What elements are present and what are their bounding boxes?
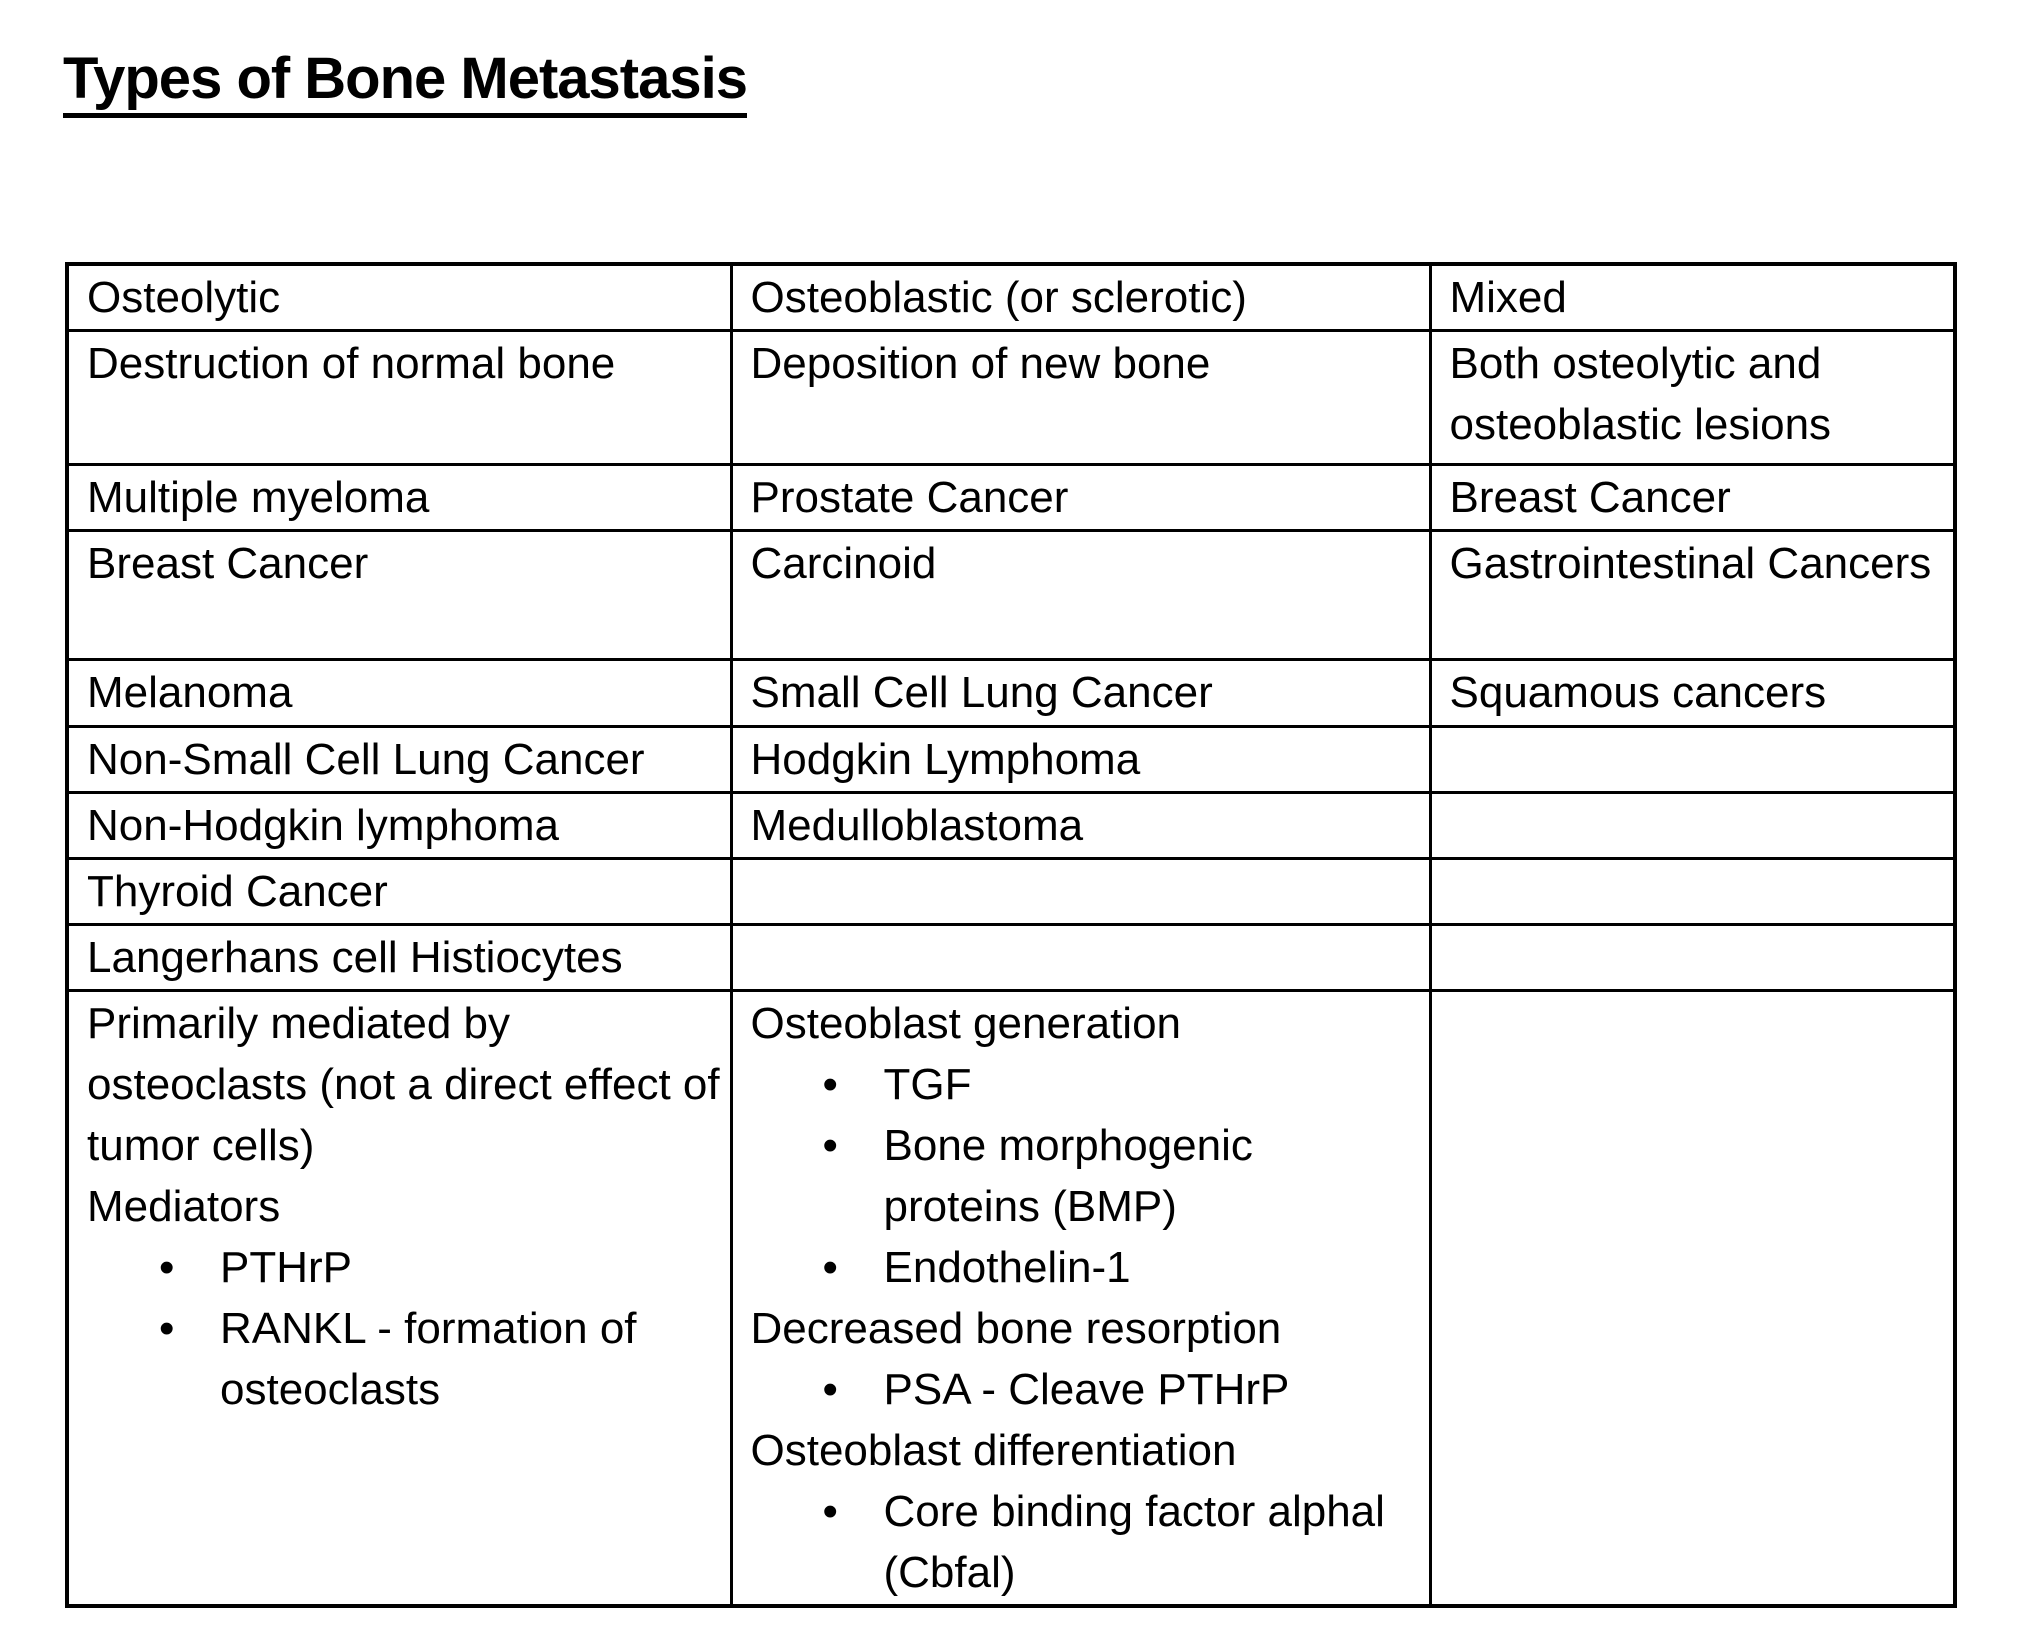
bullet-icon: •	[159, 1304, 175, 1353]
bullet-text: Endothelin-1	[883, 1243, 1131, 1292]
section-heading: Osteoblast differentiation	[750, 1426, 1237, 1475]
table-cell: Deposition of new bone	[729, 329, 1432, 466]
table-cell	[1428, 857, 1957, 926]
table-cell: Thyroid Cancer	[65, 857, 733, 926]
table-cell: Langerhans cell Histiocytes	[65, 923, 733, 992]
table-cell: Prostate Cancer	[729, 463, 1432, 532]
table-row: Breast Cancer Carcinoid Gastrointestinal…	[65, 529, 1957, 661]
bullet-icon: •	[159, 1243, 175, 1292]
bullet-text: Bone morphogenic proteins (BMP)	[883, 1121, 1253, 1231]
bullet-icon: •	[822, 1060, 838, 1109]
bullet-item: • PTHrP	[87, 1237, 722, 1298]
table-cell	[1428, 923, 1957, 992]
bone-metastasis-table: Osteolytic Osteoblastic (or sclerotic) M…	[65, 262, 1957, 1608]
bullet-icon: •	[822, 1487, 838, 1536]
table-cell	[729, 857, 1432, 926]
table-cell: Melanoma	[65, 658, 733, 728]
bullet-item: • Endothelin-1	[751, 1237, 1421, 1298]
table-cell	[729, 923, 1432, 992]
table-cell: Gastrointestinal Cancers	[1428, 529, 1957, 661]
bullet-text: TGF	[883, 1060, 972, 1109]
bullet-item: • Bone morphogenic proteins (BMP)	[751, 1115, 1421, 1237]
table-cell: Breast Cancer	[65, 529, 733, 661]
table-cell: Non-Small Cell Lung Cancer	[65, 725, 733, 794]
cell-mixed-header: Mixed	[1428, 262, 1957, 332]
bullet-item: • Core binding factor alphal (Cbfal)	[751, 1481, 1421, 1603]
table-row-mechanisms: Primarily mediated by osteoclasts (not a…	[65, 989, 1957, 1608]
table-cell: Breast Cancer	[1428, 463, 1957, 532]
bullet-icon: •	[822, 1365, 838, 1414]
bullet-text: RANKL - formation of osteoclasts	[220, 1304, 637, 1414]
section-heading: Osteoblast generation	[750, 999, 1182, 1048]
cell-osteolytic-header: Osteolytic	[65, 262, 733, 332]
table-cell: Non-Hodgkin lymphoma	[65, 791, 733, 860]
table-row: Non-Small Cell Lung Cancer Hodgkin Lymph…	[65, 725, 1957, 794]
bullet-icon: •	[822, 1243, 838, 1292]
bullet-icon: •	[822, 1121, 838, 1170]
decreased-resorption-list: • PSA - Cleave PTHrP	[751, 1359, 1421, 1420]
table-cell: Medulloblastoma	[729, 791, 1432, 860]
page-title: Types of Bone Metastasis	[63, 46, 748, 118]
table-cell: Both osteolytic and osteoblastic lesions	[1428, 329, 1957, 466]
osteoblast-generation-list: • TGF • Bone morphogenic proteins (BMP) • E…	[751, 1054, 1421, 1298]
bullet-item: • RANKL - formation of osteoclasts	[87, 1298, 722, 1420]
cell-osteoblastic-header: Osteoblastic (or sclerotic)	[729, 262, 1432, 332]
table-row: Non-Hodgkin lymphoma Medulloblastoma	[65, 791, 1957, 860]
table-row-definition: Destruction of normal bone Deposition of…	[65, 329, 1957, 466]
cell-osteoblastic-mechanism: Osteoblast generation • TGF • Bone morphog…	[729, 989, 1432, 1608]
table-cell: Multiple myeloma	[65, 463, 733, 532]
mediators-list: • PTHrP • RANKL - formation of osteoclasts	[87, 1237, 722, 1420]
table-cell: Destruction of normal bone	[65, 329, 733, 466]
table-cell	[1428, 725, 1957, 794]
osteoblast-differentiation-list: • Core binding factor alphal (Cbfal)	[751, 1481, 1421, 1603]
cell-mixed-mechanism	[1428, 989, 1957, 1608]
bullet-item: • TGF	[751, 1054, 1421, 1115]
text-line: Primarily mediated by osteoclasts (not a…	[87, 999, 720, 1170]
table-cell: Hodgkin Lymphoma	[729, 725, 1432, 794]
bullet-text: PSA - Cleave PTHrP	[883, 1365, 1290, 1414]
table-cell: Small Cell Lung Cancer	[729, 658, 1432, 728]
table-row: Langerhans cell Histiocytes	[65, 923, 1957, 992]
table-cell: Squamous cancers	[1428, 658, 1957, 728]
table-row: Melanoma Small Cell Lung Cancer Squamous…	[65, 658, 1957, 728]
table-row: Thyroid Cancer	[65, 857, 1957, 926]
cell-osteolytic-mechanism: Primarily mediated by osteoclasts (not a…	[65, 989, 733, 1608]
bullet-item: • PSA - Cleave PTHrP	[751, 1359, 1421, 1420]
bullet-text: Core binding factor alphal (Cbfal)	[883, 1487, 1385, 1597]
bullet-text: PTHrP	[220, 1243, 352, 1292]
table-row: Multiple myeloma Prostate Cancer Breast …	[65, 463, 1957, 532]
table-cell: Carcinoid	[729, 529, 1432, 661]
section-heading: Decreased bone resorption	[750, 1304, 1282, 1353]
table-row-header: Osteolytic Osteoblastic (or sclerotic) M…	[65, 262, 1957, 332]
table-cell	[1428, 791, 1957, 860]
text-line: Mediators	[87, 1182, 281, 1231]
